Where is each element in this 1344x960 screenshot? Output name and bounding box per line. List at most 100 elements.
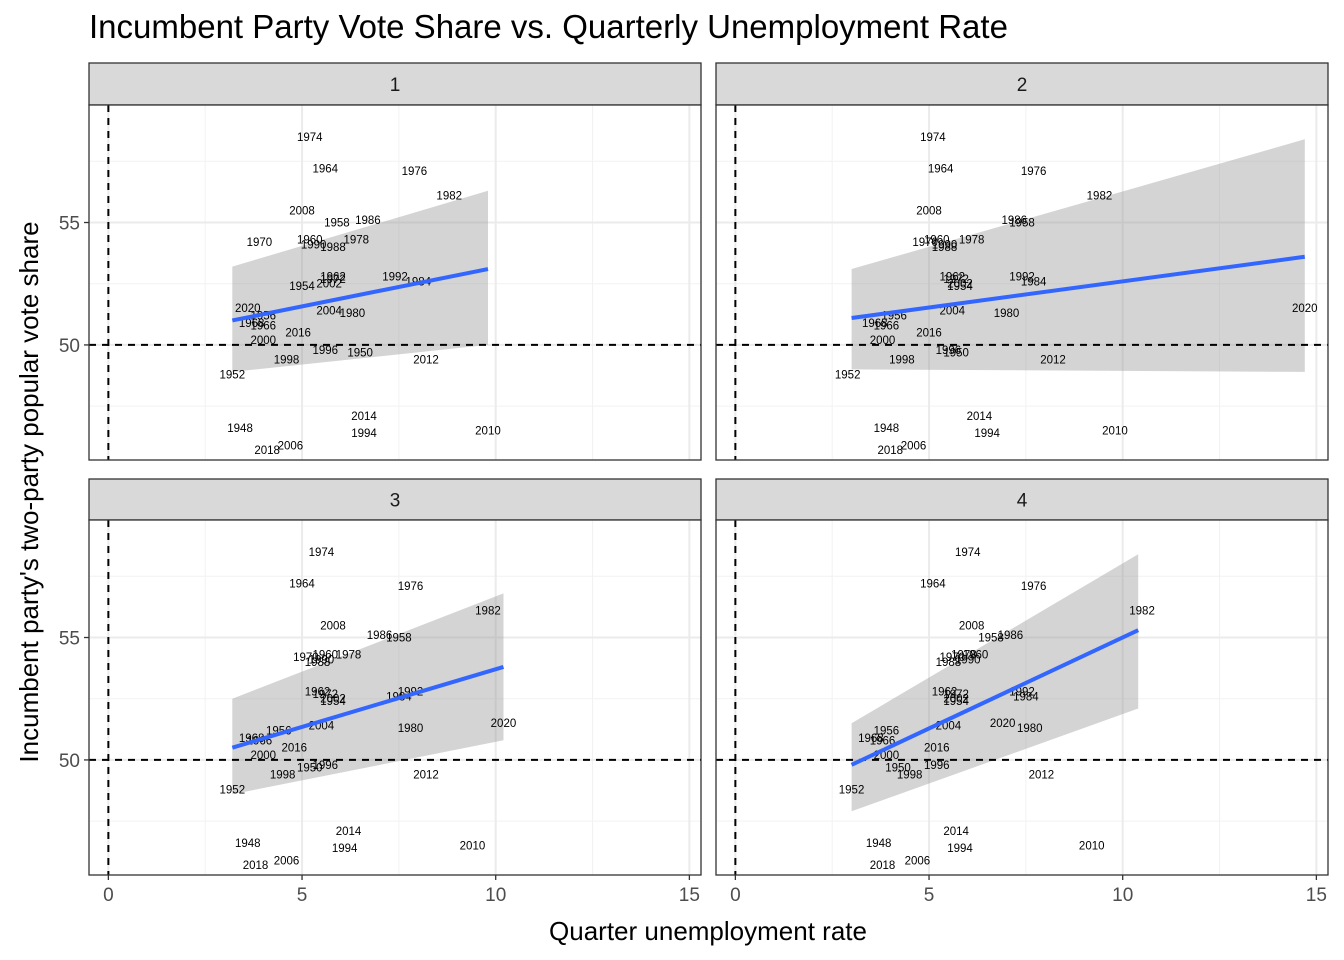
data-point-label: 1966 — [870, 735, 896, 747]
data-point-label: 1958 — [1009, 218, 1035, 230]
data-point-label: 2010 — [460, 841, 486, 853]
data-point-label: 2000 — [251, 335, 277, 347]
regression-line — [851, 254, 1306, 320]
data-point-label: 1972 — [943, 689, 969, 701]
data-point-label: 1952 — [835, 369, 861, 381]
x-axis-label: Quarter unemployment rate — [549, 916, 867, 946]
data-point-label: 1984 — [1013, 691, 1039, 703]
data-point-label: 2000 — [870, 335, 896, 347]
data-point-label: 1978 — [959, 235, 985, 247]
x-tick-label: 0 — [103, 885, 114, 906]
data-point-label: 2008 — [320, 620, 346, 632]
chart-title: Incumbent Party Vote Share vs. Quarterly… — [89, 8, 1008, 45]
plot-background — [716, 105, 1328, 460]
data-point-label: 1988 — [936, 657, 962, 669]
plot-background — [716, 520, 1328, 875]
data-point-label: 1974 — [920, 132, 946, 144]
data-point-label: 1974 — [297, 132, 323, 144]
data-point-label: 1978 — [336, 650, 362, 662]
panel-border — [88, 519, 702, 876]
x-tick-label: 10 — [485, 885, 506, 906]
data-point-label: 1992 — [382, 271, 408, 283]
data-point-label: 1954 — [289, 281, 315, 293]
data-point-label: 1996 — [924, 760, 950, 772]
data-point-label: 2020 — [491, 718, 517, 730]
data-point-label: 1998 — [889, 355, 915, 367]
data-point-label: 1970 — [939, 652, 965, 664]
data-point-label: 1980 — [1017, 723, 1043, 735]
data-point-label: 1990 — [301, 240, 327, 252]
facet-strip-label: 1 — [390, 75, 401, 96]
data-point-label: 1976 — [1021, 581, 1047, 593]
data-point-label: 2018 — [254, 445, 280, 457]
data-point-label: 1960 — [312, 650, 338, 662]
data-point-label: 1952 — [839, 784, 865, 796]
data-point-label: 1962 — [320, 271, 346, 283]
y-tick-label: 50 — [59, 336, 80, 357]
data-point-label: 1960 — [924, 235, 950, 247]
confidence-band — [851, 554, 1139, 812]
confidence-band — [232, 593, 504, 795]
data-point-label: 2020 — [235, 303, 261, 315]
data-point-label: 1998 — [274, 355, 300, 367]
facet-panel-1: 1 1974 1964 1976 1982 2008 1958 1986 1970 1960 197… — [59, 62, 702, 461]
data-point-label: 2020 — [1292, 303, 1318, 315]
confidence-band — [851, 139, 1305, 372]
panel-border — [715, 519, 1329, 876]
data-point-label: 1970 — [293, 652, 319, 664]
data-point-label: 1952 — [220, 784, 246, 796]
data-point-label: 1968 — [862, 318, 888, 330]
data-point-label: 2002 — [943, 694, 969, 706]
panel-border — [88, 104, 702, 461]
data-point-label: 1962 — [939, 271, 965, 283]
data-point-label: 2014 — [336, 826, 362, 838]
data-point-label: 2014 — [943, 826, 969, 838]
data-point-label: 1986 — [998, 630, 1024, 642]
plot-background — [89, 105, 701, 460]
data-point-label: 1998 — [270, 770, 296, 782]
x-tick-label: 5 — [297, 885, 308, 906]
x-tick-label: 5 — [924, 885, 935, 906]
panel-border — [715, 104, 1329, 461]
data-point-label: 2004 — [316, 306, 342, 318]
data-point-label: 1980 — [398, 723, 424, 735]
data-point-label: 1996 — [312, 345, 338, 357]
facet-strip — [715, 478, 1329, 521]
data-point-label: 2006 — [278, 440, 304, 452]
data-point-label: 1978 — [951, 650, 977, 662]
data-point-label: 2008 — [289, 205, 315, 217]
data-point-label: 2014 — [967, 411, 993, 423]
data-point-label: 1948 — [866, 838, 892, 850]
data-point-label: 1968 — [858, 733, 884, 745]
x-tick-label: 15 — [679, 885, 700, 906]
confidence-band — [232, 190, 488, 372]
data-point-label: 1994 — [351, 428, 377, 440]
data-point-label: 2018 — [878, 445, 904, 457]
data-point-label: 1996 — [312, 760, 338, 772]
regression-line — [850, 628, 1140, 767]
facet-strip — [88, 478, 702, 521]
facet-strip-label: 3 — [390, 491, 401, 512]
x-tick-label: 15 — [1306, 885, 1327, 906]
facet-strip — [715, 62, 1329, 106]
data-point-label: 1964 — [312, 164, 338, 176]
data-point-label: 2008 — [959, 620, 985, 632]
data-point-label: 1986 — [367, 630, 393, 642]
data-point-label: 2012 — [413, 770, 439, 782]
data-point-label: 2008 — [916, 205, 942, 217]
data-point-label: 2016 — [924, 743, 950, 755]
data-point-label: 1994 — [947, 843, 973, 855]
data-point-label: 1970 — [247, 237, 273, 249]
y-tick-label: 55 — [59, 629, 80, 650]
data-point-label: 1972 — [943, 274, 969, 286]
data-point-label: 1990 — [955, 655, 981, 667]
data-point-label: 2018 — [243, 860, 269, 872]
data-point-label: 2012 — [1040, 355, 1066, 367]
data-point-label: 2006 — [901, 440, 927, 452]
data-point-label: 1972 — [320, 274, 346, 286]
data-point-label: 1974 — [955, 547, 981, 559]
data-point-label: 1998 — [897, 770, 923, 782]
data-point-label: 2016 — [916, 328, 942, 340]
data-point-label: 1950 — [347, 347, 373, 359]
